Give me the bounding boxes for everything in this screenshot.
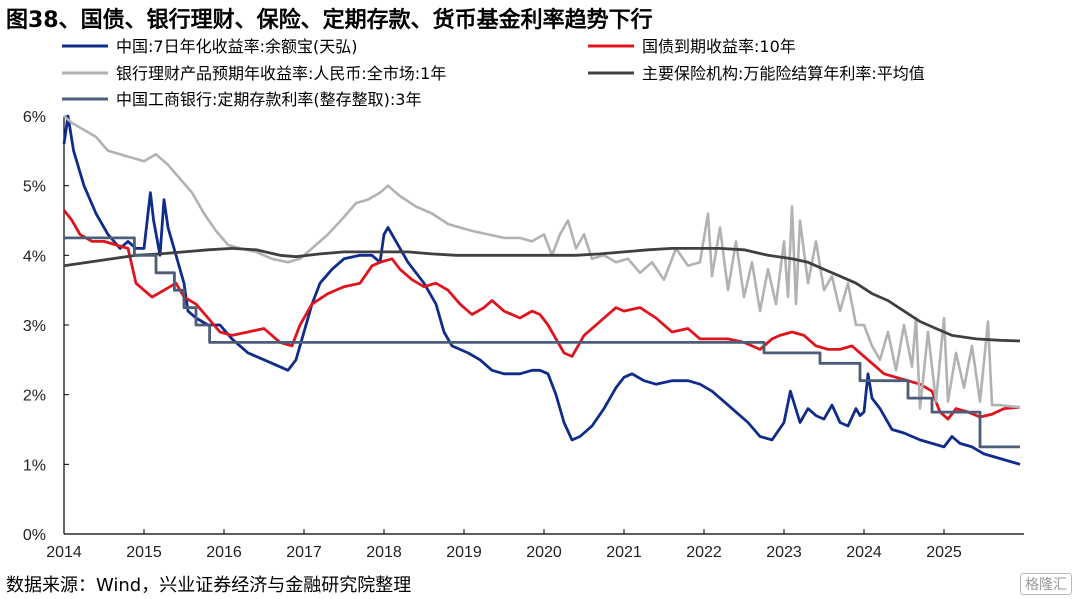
legend-label-4: 中国工商银行:定期存款利率(整存整取):3年: [116, 90, 421, 109]
y-tick-label: 5%: [23, 179, 46, 196]
legend-label-2: 银行理财产品预期年收益率:人民币:全市场:1年: [116, 64, 446, 83]
legend-label-0: 中国:7日年化收益率:余额宝(天弘): [116, 37, 357, 56]
series-line-2: [63, 115, 1021, 410]
x-tick-label: 2016: [206, 544, 242, 561]
y-tick-label: 3%: [23, 318, 46, 335]
y-tick-label: 0%: [23, 527, 46, 544]
series-line-0: [62, 114, 1021, 466]
x-tick-label: 2017: [286, 544, 322, 561]
watermark-logo: 格隆汇: [1020, 573, 1072, 595]
y-tick-label: 2%: [23, 388, 46, 405]
x-tick-label: 2015: [126, 544, 162, 561]
x-tick-label: 2018: [366, 544, 402, 561]
legend-label-3: 主要保险机构:万能险结算年利率:平均值: [642, 64, 925, 83]
x-tick-label: 2025: [926, 544, 962, 561]
x-tick-label: 2020: [526, 544, 562, 561]
series-group: [62, 114, 1021, 466]
x-tick-label: 2022: [686, 544, 722, 561]
x-tick-label: 2024: [846, 544, 882, 561]
y-tick-label: 6%: [23, 109, 46, 126]
chart-title: 图38、国债、银行理财、保险、定期存款、货币基金利率趋势下行: [6, 8, 653, 33]
x-tick-label: 2023: [766, 544, 802, 561]
legend: 中国:7日年化收益率:余额宝(天弘) 国债到期收益率:10年银行理财产品预期年收益…: [62, 37, 925, 109]
series-line-4: [64, 236, 1020, 449]
axes: 0% 1% 2% 3% 4% 5% 6% 2014 2015 2016 2017 2018 2019 20…: [23, 109, 1024, 561]
y-tick-label: 1%: [23, 457, 46, 474]
series-line-1: [62, 209, 1021, 421]
source-note: 数据来源：Wind，兴业证券经济与金融研究院整理: [6, 575, 412, 596]
x-tick-label: 2021: [606, 544, 642, 561]
legend-label-1: 国债到期收益率:10年: [642, 37, 796, 56]
y-tick-label: 4%: [23, 248, 46, 265]
x-tick-label: 2019: [446, 544, 482, 561]
x-tick-label: 2014: [46, 544, 82, 561]
series-line-3: [63, 247, 1021, 343]
